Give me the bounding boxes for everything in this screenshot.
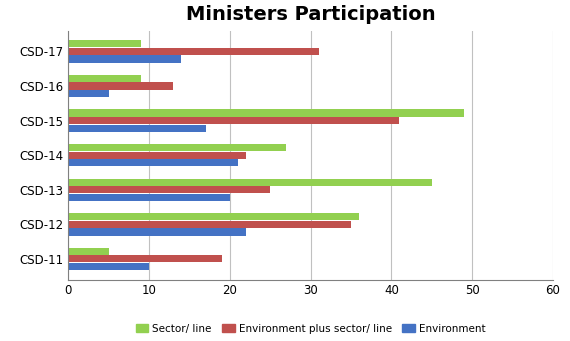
Legend: Sector/ line, Environment plus sector/ line, Environment: Sector/ line, Environment plus sector/ l… <box>132 320 490 338</box>
Bar <box>68 255 222 263</box>
Bar <box>68 221 351 228</box>
Bar <box>68 228 246 236</box>
Bar <box>68 194 230 201</box>
Bar <box>68 56 181 63</box>
Bar <box>68 117 400 124</box>
Bar <box>68 159 238 166</box>
Bar <box>68 178 431 186</box>
Bar <box>68 144 286 151</box>
Bar <box>68 248 109 255</box>
Bar <box>68 109 464 117</box>
Bar <box>68 151 246 159</box>
Title: Ministers Participation: Ministers Participation <box>186 4 435 24</box>
Bar <box>68 48 319 55</box>
Bar <box>68 186 270 193</box>
Bar <box>68 213 359 220</box>
Bar <box>68 124 206 132</box>
Bar <box>68 40 141 47</box>
Bar <box>68 90 109 97</box>
Bar <box>68 75 141 82</box>
Bar <box>68 263 149 270</box>
Bar <box>68 83 173 90</box>
